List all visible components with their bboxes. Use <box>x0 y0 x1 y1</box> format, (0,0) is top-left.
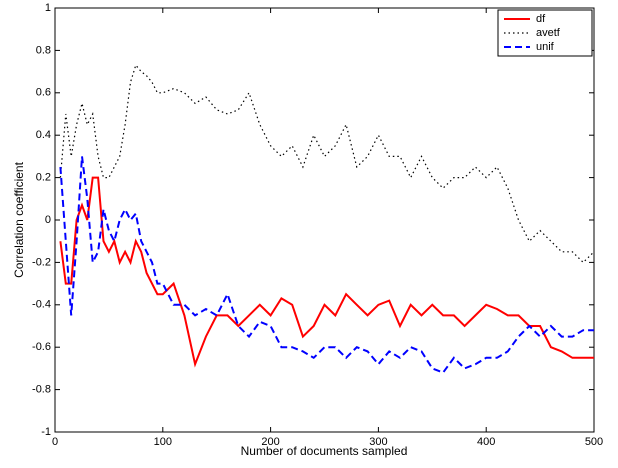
legend-label: df <box>536 13 546 25</box>
y-tick-label: 0.4 <box>36 129 51 141</box>
x-tick-label: 400 <box>477 436 495 448</box>
y-tick-label: 1 <box>45 2 51 14</box>
x-tick-label: 100 <box>154 436 172 448</box>
y-tick-label: -0.6 <box>32 341 51 353</box>
y-tick-label: 0.2 <box>36 172 51 184</box>
y-tick-label: 0.8 <box>36 44 51 56</box>
y-tick-label: -0.2 <box>32 256 51 268</box>
x-axis-label: Number of documents sampled <box>241 444 408 458</box>
y-axis-label: Correlation coefficient <box>12 161 26 278</box>
series-line <box>59 156 594 374</box>
plot-area <box>54 7 595 433</box>
y-tick-label: -0.4 <box>32 299 51 311</box>
x-tick-label: 0 <box>52 436 58 448</box>
legend-label: avetf <box>536 27 561 39</box>
legend-label: unif <box>536 41 555 53</box>
y-tick-label: 0.6 <box>36 87 51 99</box>
x-tick-label: 300 <box>369 436 387 448</box>
y-tick-label: -1 <box>41 426 51 438</box>
x-tick-label: 200 <box>261 436 279 448</box>
x-tick-label: 500 <box>585 436 603 448</box>
y-tick-label: 0 <box>45 214 51 226</box>
series-line <box>59 176 594 368</box>
y-tick-label: -0.8 <box>32 384 51 396</box>
